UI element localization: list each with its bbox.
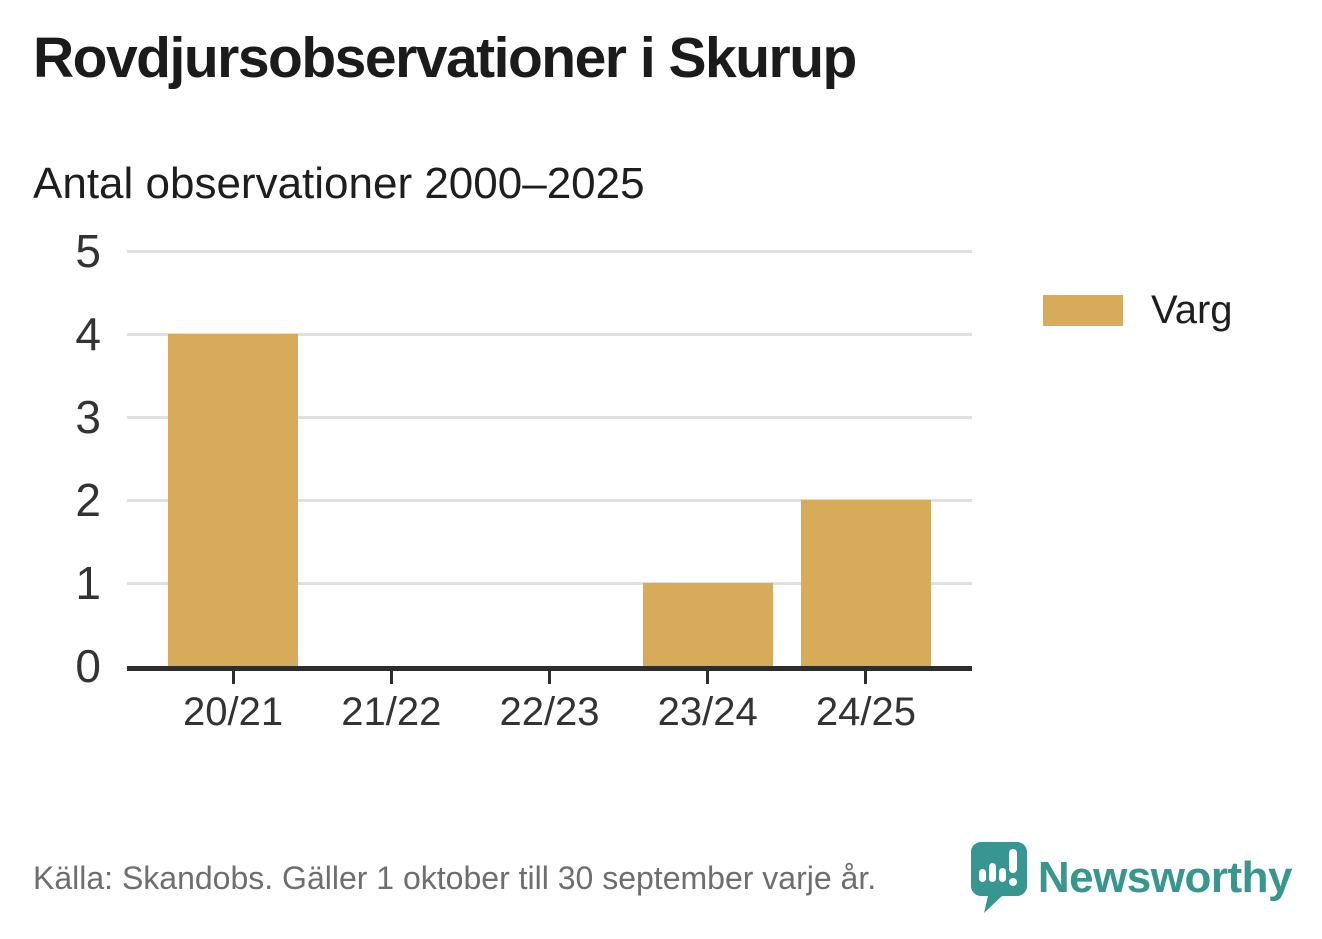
bar xyxy=(642,583,773,666)
legend-label: Varg xyxy=(1151,288,1233,332)
y-axis-tick-label: 3 xyxy=(75,391,101,443)
x-tick-slot xyxy=(154,671,312,684)
gridline xyxy=(127,332,972,336)
gridline xyxy=(127,249,972,253)
x-axis-tick xyxy=(706,671,710,684)
bar xyxy=(800,500,931,666)
bar-slot xyxy=(787,500,945,666)
newsworthy-speech-bubble-chart-icon xyxy=(970,842,1027,913)
chart-subtitle: Antal observationer 2000–2025 xyxy=(33,159,645,208)
footer: Källa: Skandobs. Gäller 1 oktober till 3… xyxy=(33,841,1293,915)
bar-slot xyxy=(629,583,787,666)
x-axis-tick xyxy=(231,671,235,684)
bars-container xyxy=(127,251,972,666)
bar-slot xyxy=(154,334,312,666)
x-labels-container: 20/21 21/22 22/23 23/24 24/25 xyxy=(127,692,972,732)
chart-title: Rovdjursobservationer i Skurup xyxy=(33,26,857,90)
y-axis-tick-label: 2 xyxy=(75,474,101,526)
bar xyxy=(168,334,299,666)
source-note: Källa: Skandobs. Gäller 1 oktober till 3… xyxy=(33,859,877,896)
brand-name: Newsworthy xyxy=(1037,853,1293,902)
x-ticks-container xyxy=(127,671,972,684)
legend-swatch xyxy=(1043,294,1123,326)
x-axis-tick xyxy=(389,671,393,684)
x-axis-tick-label: 24/25 xyxy=(815,690,916,734)
x-axis-tick-label: 21/22 xyxy=(341,690,442,734)
y-axis-tick-label: 5 xyxy=(75,225,101,277)
gridline xyxy=(127,415,972,419)
x-axis-tick-label: 22/23 xyxy=(499,690,600,734)
x-axis-tick xyxy=(864,671,868,684)
y-axis-tick-label: 4 xyxy=(75,308,101,360)
y-axis-tick-label: 1 xyxy=(75,557,101,609)
y-axis-tick-label: 0 xyxy=(75,640,101,692)
x-axis-line xyxy=(127,666,972,671)
plot-area: 0 1 2 3 4 5 20/21 21/22 22/23 23/24 24/25 xyxy=(75,228,972,732)
gridline xyxy=(127,581,972,585)
chart-legend: Varg xyxy=(1043,290,1233,330)
x-tick-slot xyxy=(312,671,470,684)
gridline xyxy=(127,498,972,502)
x-axis-tick-label: 20/21 xyxy=(183,690,284,734)
x-tick-slot xyxy=(470,671,628,684)
newsworthy-logo: Newsworthy xyxy=(970,841,1293,915)
x-tick-slot xyxy=(629,671,787,684)
x-tick-slot xyxy=(787,671,945,684)
legend-item: Varg xyxy=(1043,290,1233,330)
x-axis-tick-label: 23/24 xyxy=(657,690,758,734)
x-axis-tick xyxy=(548,671,551,684)
